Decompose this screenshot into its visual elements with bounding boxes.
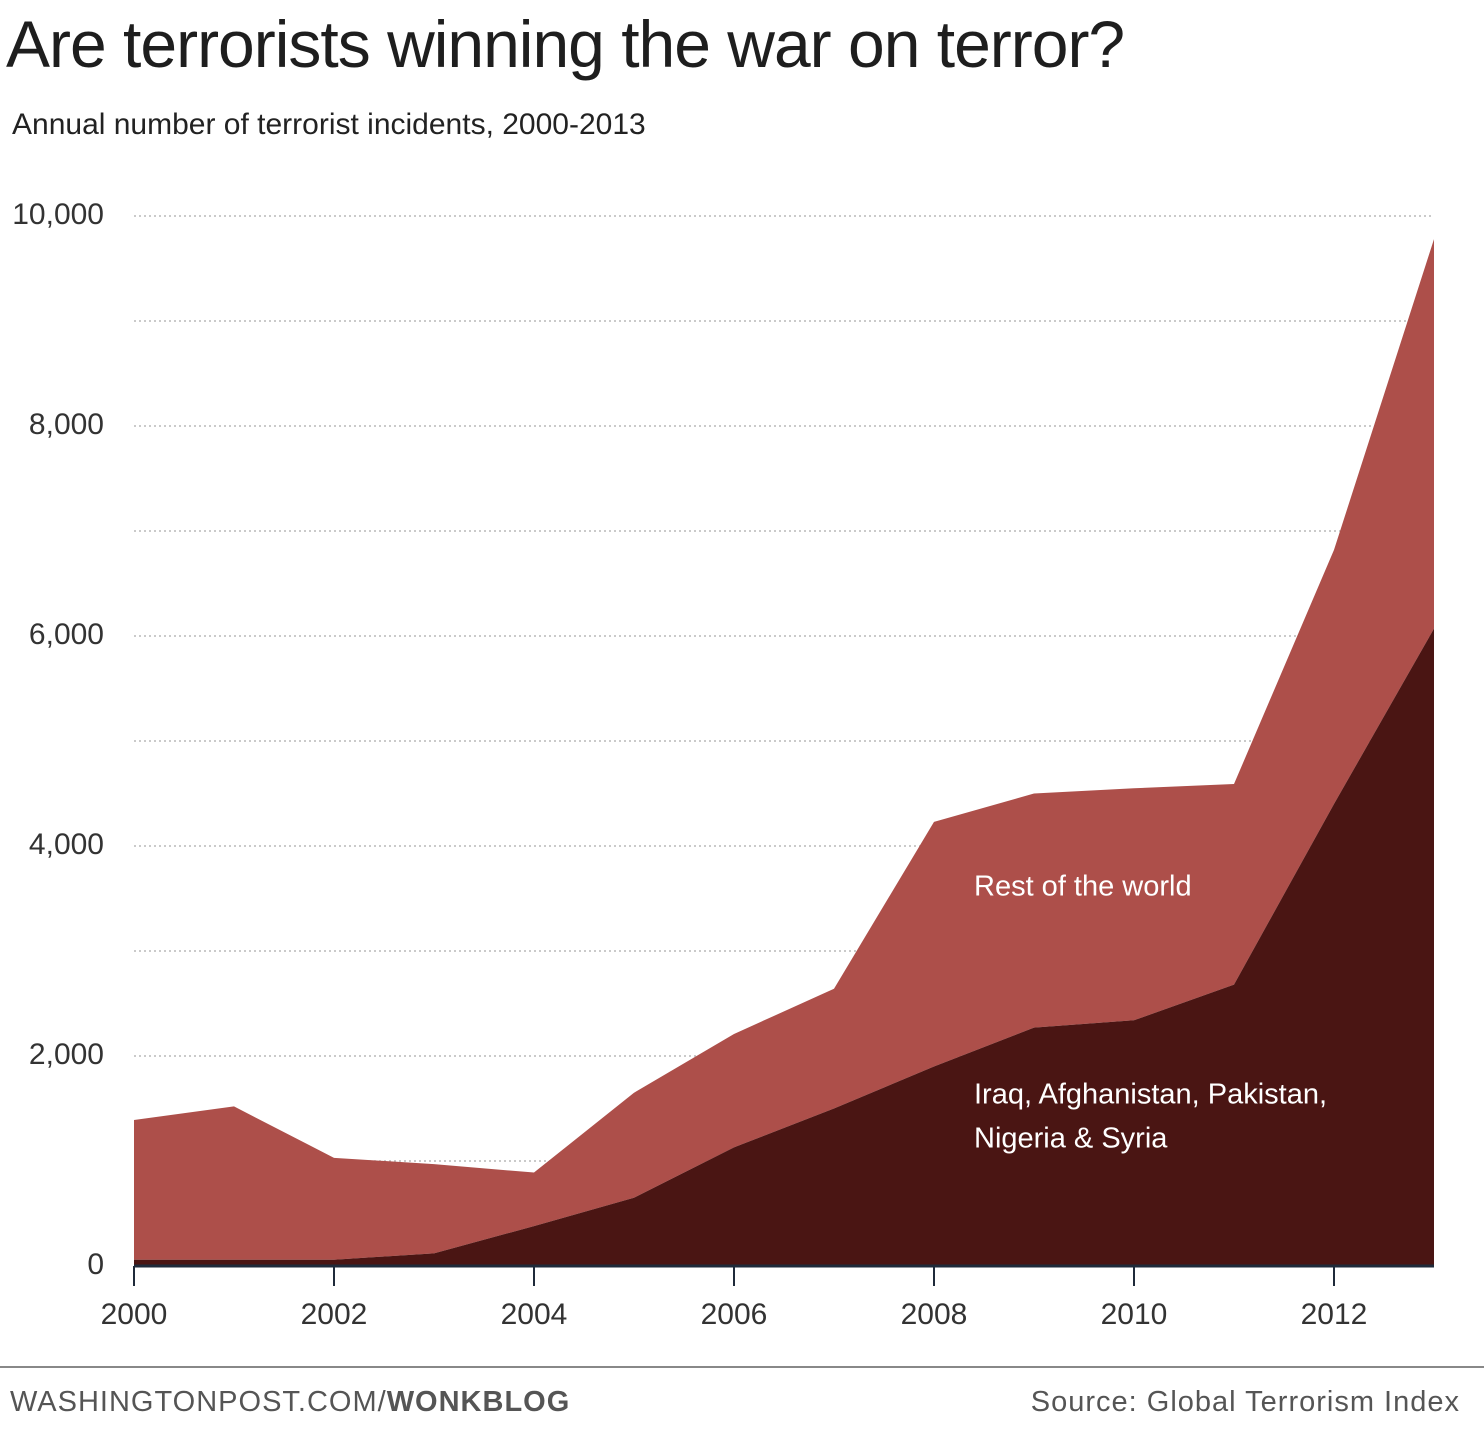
footer-source: Source: Global Terrorism Index — [1030, 1386, 1460, 1418]
footer-section: WONKBLOG — [386, 1386, 571, 1418]
stacked-area-chart: 0 2,000 4,000 6,000 8,000 10,000 2000 2002 2004… — [12, 198, 1434, 1331]
x-tick-label-2006: 2006 — [701, 1298, 768, 1331]
area-iraq-afghanistan-pakistan-nigeria-syria — [134, 628, 1434, 1266]
y-tick-label-10000: 10,000 — [12, 198, 104, 231]
series-label-line: Iraq, Afghanistan, Pakistan, — [974, 1078, 1327, 1110]
chart-subtitle: Annual number of terrorist incidents, 20… — [12, 108, 646, 141]
x-tick-label-2010: 2010 — [1101, 1298, 1168, 1331]
series-labels: Iraq, Afghanistan, Pakistan, Nigeria & Sy… — [974, 870, 1327, 1154]
series-label-line: Rest of the world — [974, 870, 1192, 902]
series-label-rest-of-the-world: Rest of the world — [974, 870, 1192, 902]
x-tick-label-2008: 2008 — [901, 1298, 968, 1331]
footer-credit: WASHINGTONPOST.COM/WONKBLOG — [10, 1386, 570, 1419]
y-axis-tick-labels: 0 2,000 4,000 6,000 8,000 10,000 — [12, 198, 104, 1281]
chart-title: Are terrorists winning the war on terror… — [6, 7, 1125, 81]
footer-divider — [0, 1366, 1484, 1368]
y-tick-label-0: 0 — [87, 1248, 104, 1281]
x-tick-label-2000: 2000 — [101, 1298, 168, 1331]
x-tick-label-2004: 2004 — [501, 1298, 568, 1331]
y-tick-label-4000: 4,000 — [29, 828, 104, 861]
series-label-line: Nigeria & Syria — [974, 1122, 1168, 1154]
y-tick-label-6000: 6,000 — [29, 618, 104, 651]
y-tick-label-8000: 8,000 — [29, 408, 104, 441]
area-rest-of-the-world — [134, 239, 1434, 1260]
area-series — [134, 239, 1434, 1266]
y-tick-label-2000: 2,000 — [29, 1038, 104, 1071]
footer-site: WASHINGTONPOST.COM/ — [10, 1386, 387, 1418]
x-axis — [133, 1264, 1434, 1286]
x-axis-tick-labels: 2000 2002 2004 2006 2008 2010 2012 — [101, 1298, 1368, 1331]
x-tick-label-2002: 2002 — [301, 1298, 368, 1331]
series-label-iraq-afghanistan-pakistan-nigeria-syria: Iraq, Afghanistan, Pakistan, Nigeria & Sy… — [974, 1078, 1327, 1154]
x-tick-label-2012: 2012 — [1301, 1298, 1368, 1331]
